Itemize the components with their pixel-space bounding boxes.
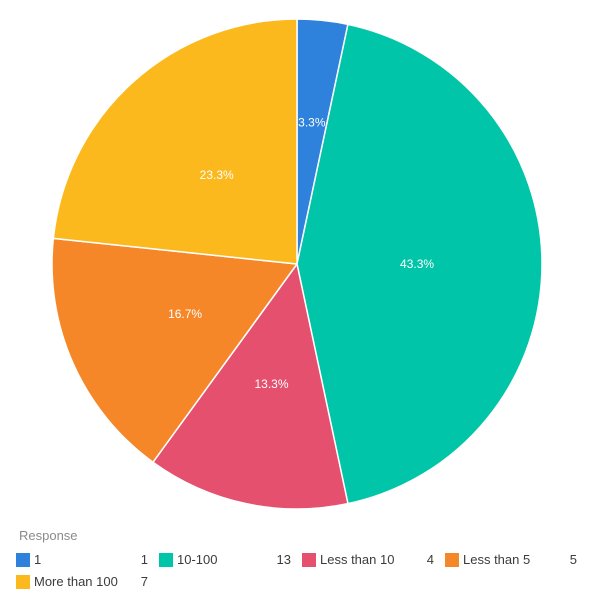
legend-count: 13: [276, 552, 291, 567]
legend-item: More than 100 7: [16, 574, 148, 589]
legend-label: 1: [34, 552, 42, 567]
legend-count: 7: [140, 574, 148, 589]
legend-label: Less than 5: [463, 552, 531, 567]
legend-swatch: [16, 552, 30, 567]
legend-title: Response: [19, 528, 78, 543]
legend-label: 10-100: [177, 552, 218, 567]
legend-swatch: [445, 552, 459, 567]
legend-swatch: [16, 574, 30, 589]
pie-slice-more-than-100[interactable]: [52, 18, 298, 265]
legend-label: More than 100: [34, 574, 118, 589]
legend-label: Less than 10: [320, 552, 395, 567]
legend-item: Less than 5 5: [445, 552, 577, 567]
pie-slice-less-than-5[interactable]: [51, 237, 298, 463]
legend-item: 10-100 13: [159, 552, 291, 567]
legend-swatch: [159, 552, 173, 567]
legend: Response 1 1 10-100 13 Less than 10 4 Less tha…: [16, 528, 590, 589]
legend-item: Less than 10 4: [302, 552, 434, 567]
legend-count: 5: [569, 552, 577, 567]
legend-items: 1 1 10-100 13 Less than 10 4 Less than 5 5 More …: [16, 552, 590, 589]
pie-slice-10-100[interactable]: [296, 23, 543, 505]
legend-count: 4: [426, 552, 434, 567]
legend-count: 1: [140, 552, 148, 567]
pie-chart: 3.3%43.3%13.3%16.7%23.3%: [51, 18, 543, 510]
legend-swatch: [302, 552, 316, 567]
pie-slice-less-than-10[interactable]: [152, 263, 349, 510]
